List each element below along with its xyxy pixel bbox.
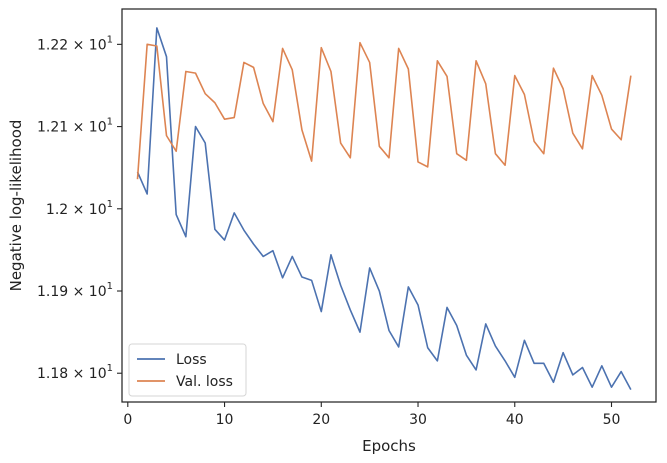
y-tick-label: 1.18 × 101 <box>37 363 113 382</box>
x-tick-label: 20 <box>312 412 330 428</box>
legend-label: Loss <box>176 352 207 368</box>
y-tick-label: 1.21 × 101 <box>37 117 113 136</box>
x-tick-label: 0 <box>123 412 132 428</box>
legend-box <box>128 343 247 397</box>
series-line-val-loss <box>136 41 632 180</box>
x-tick-label: 40 <box>506 412 524 428</box>
plot-area <box>136 27 632 391</box>
x-tick-label: 10 <box>216 412 234 428</box>
tick-labels: 0 10 20 30 40 50 1.18 × 101 1.19 × 101 1.2 × 101… <box>37 34 620 428</box>
y-tick-label: 1.22 × 101 <box>37 34 113 53</box>
plot-frame <box>121 8 657 403</box>
x-tick-label: 30 <box>409 412 427 428</box>
x-tick-label: 50 <box>603 412 621 428</box>
legend: Loss Val. loss <box>128 343 247 397</box>
x-axis-label: Epochs <box>362 437 416 455</box>
axes <box>117 8 657 407</box>
y-axis-label: Negative log-likelihood <box>7 120 25 292</box>
y-tick-label: 1.19 × 101 <box>37 281 113 300</box>
legend-label: Val. loss <box>176 374 233 390</box>
y-tick-label: 1.2 × 101 <box>46 199 113 218</box>
series-line-loss <box>136 27 632 391</box>
